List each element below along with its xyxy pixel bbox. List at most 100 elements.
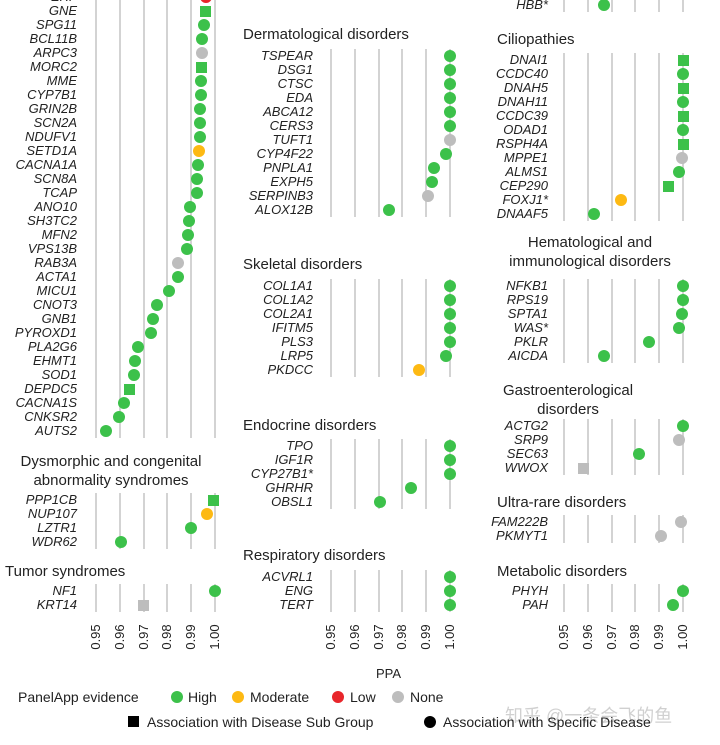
gene-label: AICDA — [508, 348, 548, 363]
x-tick-label: 0.97 — [135, 624, 151, 650]
data-point-circle — [191, 173, 204, 185]
gridline — [634, 0, 637, 12]
legend-marker-low — [332, 691, 344, 703]
data-point-circle — [163, 285, 176, 297]
legend-circle-icon — [424, 716, 436, 728]
data-point-circle — [677, 280, 689, 292]
data-point-circle — [444, 92, 456, 104]
gene-label: WWOX — [504, 460, 548, 475]
data-point-circle — [444, 585, 456, 597]
gene-label: GHRHR — [265, 480, 313, 495]
gene-label: MFN2 — [41, 227, 77, 242]
gene-label: CCDC40 — [495, 66, 548, 81]
gene-label: MME — [46, 73, 77, 88]
gridline — [95, 0, 97, 438]
data-point-circle — [655, 530, 668, 542]
gene-label: CNKSR2 — [24, 409, 77, 424]
x-tick-label: 0.95 — [88, 624, 103, 650]
x-tick-label: 1.00 — [675, 624, 690, 650]
watermark: 知乎 @一条会飞的鱼 — [505, 706, 673, 726]
gridline — [682, 515, 684, 543]
data-point-circle — [117, 397, 130, 409]
data-point-circle — [183, 215, 196, 227]
gene-label: PAH — [522, 597, 548, 612]
data-point-circle — [422, 190, 435, 202]
data-point-circle — [191, 187, 204, 199]
data-point-square — [677, 82, 689, 94]
gene-label: GNB1 — [41, 311, 77, 326]
data-point-circle — [99, 425, 112, 437]
data-point-circle — [587, 208, 600, 220]
gridline — [142, 584, 145, 612]
gene-label: WAS* — [513, 320, 548, 335]
gridline — [682, 419, 684, 475]
gene-label: CYP4F22 — [256, 146, 313, 161]
gene-label: PKLR — [514, 334, 548, 349]
panel-title: Dysmorphic and congenital abnormality sy… — [20, 453, 202, 489]
data-point-circle — [172, 271, 185, 283]
gridline — [682, 53, 684, 221]
gene-label: LRP5 — [280, 348, 313, 363]
gene-label: COL1A2 — [263, 292, 313, 307]
gene-label: FAM222B — [491, 514, 548, 529]
data-point-circle — [200, 0, 213, 3]
data-point-circle — [131, 341, 144, 353]
gene-label: WDR62 — [31, 534, 77, 549]
gridline — [190, 493, 193, 549]
gridline — [118, 0, 121, 438]
data-point-circle — [439, 350, 452, 362]
gridline — [658, 279, 661, 363]
gene-label: COL1A1 — [263, 278, 313, 293]
data-point-circle — [444, 50, 456, 62]
gene-label: PKMYT1 — [495, 528, 548, 543]
x-tick-label: 0.99 — [651, 624, 667, 650]
legend-label-moderate: Moderate — [250, 689, 310, 705]
gene-label: SPTA1 — [507, 306, 548, 321]
gridline — [658, 53, 661, 221]
gene-label: CYP27B1* — [250, 466, 313, 481]
gene-label: ERF — [0, 0, 77, 4]
gene-label: TSPEAR — [260, 48, 313, 63]
gridline — [353, 439, 356, 509]
data-point-circle — [185, 522, 198, 534]
x-axis-label: PPA — [376, 666, 402, 681]
data-point-circle — [597, 0, 610, 11]
gene-label: DNAH11 — [497, 94, 548, 109]
data-point-circle — [677, 96, 689, 108]
gridline — [563, 584, 565, 612]
gridline — [682, 279, 684, 363]
gridline — [166, 493, 169, 549]
panel-title: Endocrine disorders — [243, 417, 377, 434]
gene-label: CCDC39 — [495, 108, 548, 123]
data-point-circle — [182, 229, 195, 241]
data-point-circle — [383, 204, 396, 216]
gene-label: ENG — [284, 583, 313, 598]
panel-title: Skeletal disorders — [243, 256, 363, 273]
gene-label: ACVRL1 — [262, 569, 313, 584]
data-point-circle — [444, 120, 456, 132]
data-point-circle — [172, 257, 185, 269]
legend-label-specific: Association with Specific Disease — [443, 714, 651, 730]
x-tick-label: 0.96 — [579, 624, 595, 650]
gene-label: SEC63 — [506, 446, 548, 461]
gene-label: ACTA1 — [36, 269, 77, 284]
gene-label: DSG1 — [277, 62, 313, 77]
data-point-circle — [374, 496, 387, 508]
gridline — [563, 53, 565, 221]
gridline — [658, 515, 661, 543]
data-point-circle — [196, 33, 209, 45]
gene-label: PKDCC — [267, 362, 313, 377]
gridline — [586, 0, 589, 12]
data-point-circle — [194, 117, 207, 129]
data-point-circle — [444, 454, 456, 466]
gridline — [610, 419, 613, 475]
data-point-circle — [201, 508, 214, 520]
gridline — [425, 439, 428, 509]
legend-label-sub-group: Association with Disease Sub Group — [147, 714, 374, 730]
gridline — [634, 53, 637, 221]
gene-label: PNPLA1 — [263, 160, 313, 175]
data-point-circle — [677, 420, 689, 432]
x-tick-label: 0.98 — [159, 624, 175, 650]
data-point-square — [138, 599, 150, 611]
